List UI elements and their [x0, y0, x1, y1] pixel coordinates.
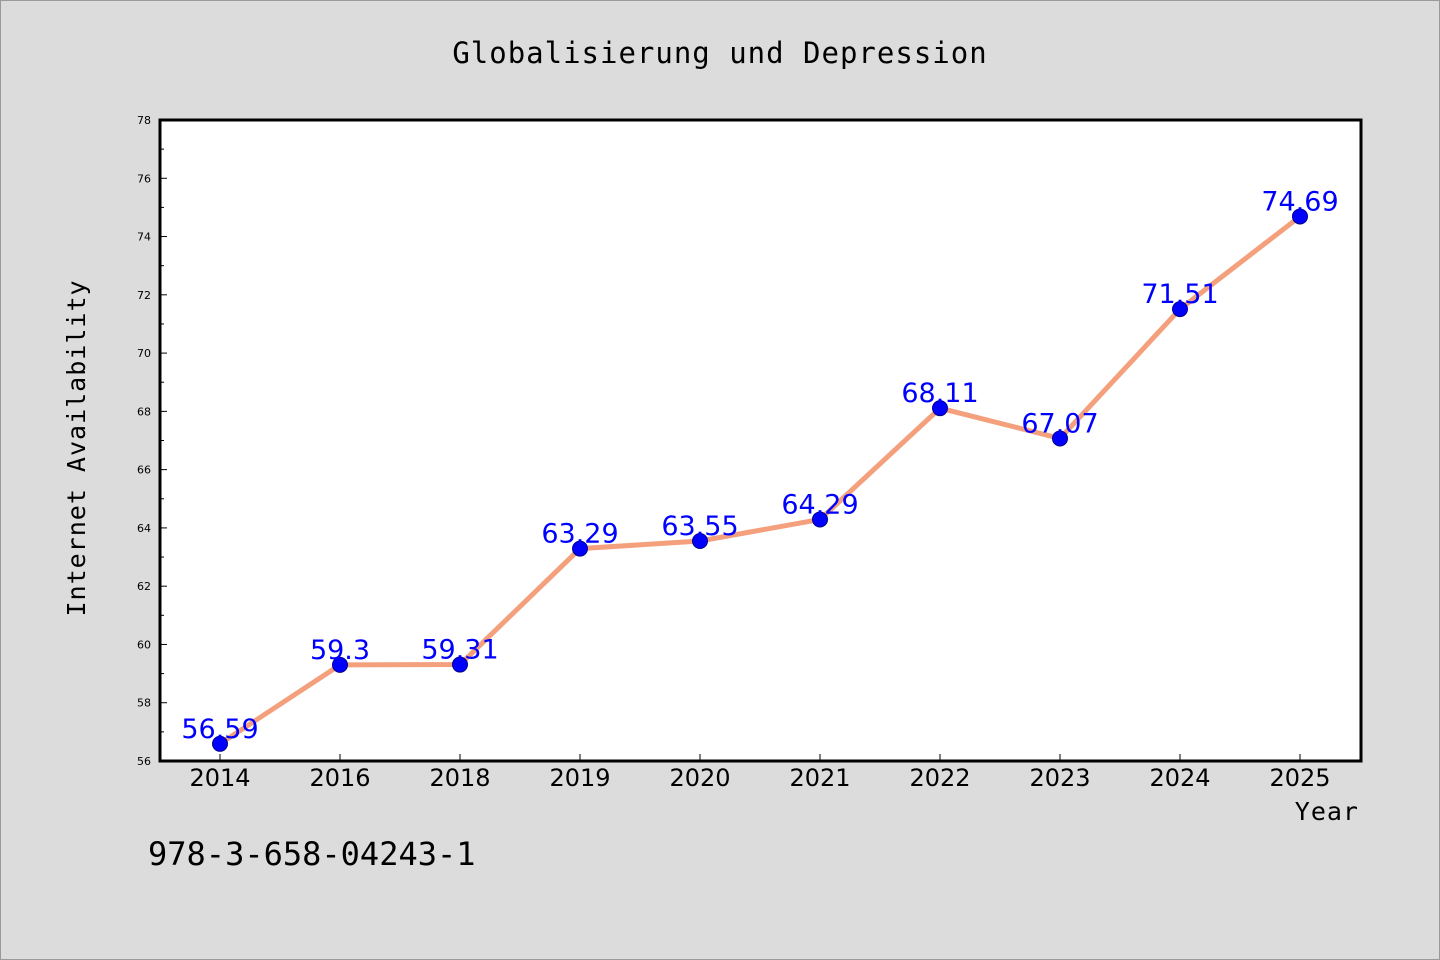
y-tick-label: 66	[137, 464, 151, 477]
data-point	[212, 735, 228, 752]
y-tick-label: 58	[137, 697, 151, 710]
data-label: 56.59	[181, 714, 258, 745]
data-point	[572, 540, 588, 557]
data-label: 67.07	[1021, 408, 1098, 439]
y-tick-label: 56	[137, 755, 151, 768]
y-tick-label: 62	[137, 580, 151, 593]
x-axis-ticks: 2014 2016 2018 2019 2020 2021 2022 2023 2024 2025	[189, 754, 1331, 792]
x-tick-label: 2023	[1029, 764, 1090, 792]
y-tick-label: 74	[137, 231, 151, 244]
x-tick-label: 2020	[669, 764, 730, 792]
data-point	[932, 400, 948, 417]
data-label: 59.3	[310, 635, 370, 666]
y-tick-label: 60	[137, 638, 151, 651]
chart-title: Globalisierung und Depression	[452, 36, 987, 70]
footer-isbn: 978-3-658-04243-1	[148, 835, 476, 873]
data-point	[1292, 208, 1308, 225]
plot-area	[160, 120, 1361, 761]
plot-frame	[158, 118, 1363, 763]
x-tick-label: 2014	[189, 764, 250, 792]
x-tick-label: 2018	[429, 764, 490, 792]
x-tick-label: 2022	[909, 764, 970, 792]
data-point	[452, 656, 468, 673]
y-tick-label: 78	[137, 114, 151, 127]
x-tick-label: 2024	[1149, 764, 1210, 792]
data-point	[692, 533, 708, 550]
x-tick-label: 2021	[789, 764, 850, 792]
x-tick-label: 2019	[549, 764, 610, 792]
x-tick-label: 2016	[309, 764, 370, 792]
data-label: 68.11	[901, 378, 978, 409]
data-label: 74.69	[1261, 186, 1338, 217]
y-tick-label: 76	[137, 172, 151, 185]
x-axis-title: Year	[1295, 797, 1359, 826]
y-axis-title: Internet Availability	[62, 279, 91, 616]
series-group: 56.59 59.3 59.31 63.29 63.55 64.29 68.11 67.07 7…	[181, 186, 1339, 752]
data-point	[332, 656, 348, 673]
series-line	[217, 213, 1303, 747]
data-label: 71.51	[1141, 279, 1218, 310]
y-tick-label: 68	[137, 405, 151, 418]
y-tick-label: 70	[137, 347, 151, 360]
data-point	[1052, 430, 1068, 447]
y-tick-label: 64	[137, 522, 151, 535]
data-label: 63.29	[541, 519, 618, 550]
data-point	[812, 511, 828, 528]
data-label: 59.31	[421, 635, 498, 666]
data-label: 64.29	[781, 489, 858, 520]
data-label: 63.55	[661, 511, 738, 542]
data-point	[1172, 301, 1188, 318]
y-tick-label: 72	[137, 289, 151, 302]
x-tick-label: 2025	[1269, 764, 1330, 792]
